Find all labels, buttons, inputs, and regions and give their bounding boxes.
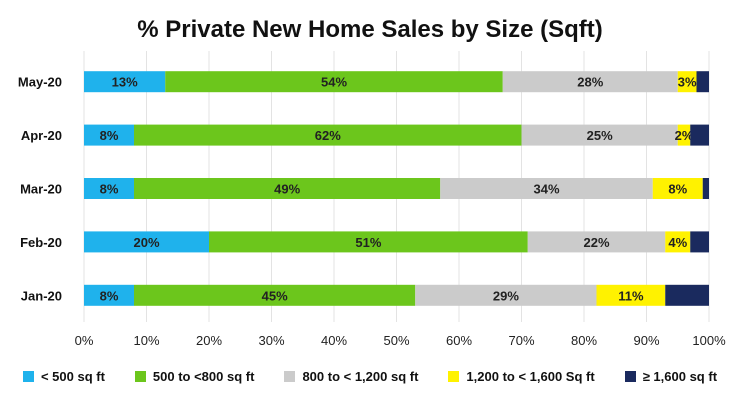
bar-segment — [134, 178, 441, 199]
bar-segment — [696, 71, 709, 93]
bar-segment — [677, 71, 697, 93]
data-label: 54% — [321, 75, 347, 90]
legend-swatch — [134, 371, 146, 382]
x-tick-label: 50% — [383, 333, 409, 348]
y-tick-label: Jan-20 — [21, 288, 62, 303]
data-label: 8% — [100, 288, 119, 303]
data-label: 51% — [355, 235, 381, 250]
data-label: 49% — [274, 182, 300, 197]
bar-segment — [527, 231, 666, 253]
data-label: 3% — [678, 75, 697, 90]
legend-label: 1,200 to < 1,600 Sq ft — [466, 369, 595, 384]
y-tick-label: Feb-20 — [20, 235, 62, 250]
data-label: 11% — [618, 288, 644, 303]
bar-segment — [415, 284, 597, 306]
bar-segment — [665, 231, 691, 253]
bar-segment — [134, 124, 522, 146]
bar-segment — [652, 178, 703, 199]
legend-swatch — [22, 371, 34, 382]
bar-segment — [440, 178, 653, 199]
legend-item: 1,200 to < 1,600 Sq ft — [448, 369, 595, 384]
data-label: 2% — [675, 128, 694, 143]
x-tick-label: 40% — [321, 333, 347, 348]
bar-segment — [84, 124, 134, 146]
bar-segment — [702, 178, 709, 199]
legend-item: < 500 sq ft — [22, 369, 105, 384]
bar-segment — [84, 178, 134, 199]
x-tick-label: 100% — [692, 333, 726, 348]
y-tick-label: May-20 — [18, 75, 62, 90]
data-label: 4% — [668, 235, 687, 250]
x-tick-label: 30% — [258, 333, 284, 348]
data-label: 20% — [133, 235, 159, 250]
legend-swatch — [624, 371, 636, 382]
x-tick-label: 10% — [133, 333, 159, 348]
y-tick-label: Mar-20 — [20, 182, 62, 197]
data-label: 13% — [112, 75, 138, 90]
legend-item: ≥ 1,600 sq ft — [624, 369, 718, 384]
x-tick-label: 80% — [571, 333, 597, 348]
legend-swatch — [284, 371, 296, 382]
data-label: 8% — [100, 128, 119, 143]
bar-segment — [84, 231, 209, 253]
bar-segment — [677, 124, 691, 146]
y-tick-label: Apr-20 — [21, 128, 62, 143]
x-tick-label: 70% — [508, 333, 534, 348]
bar-segment — [165, 71, 503, 93]
data-label: 34% — [533, 182, 559, 197]
bar-segment — [84, 71, 166, 93]
data-label: 22% — [583, 235, 609, 250]
legend-label: 500 to <800 sq ft — [152, 369, 255, 384]
bar-segment — [596, 284, 666, 306]
data-label: 62% — [315, 128, 341, 143]
plot-area: 0% 10% 20% 30% 40% 50% 60% 70% 80% 90% 100% May-20 1… — [18, 51, 726, 348]
bar-segment — [690, 231, 709, 253]
chart-title: % Private New Home Sales by Size (Sqft) — [137, 16, 603, 43]
bar-segment — [502, 71, 678, 93]
legend-label: 800 to < 1,200 sq ft — [302, 369, 419, 384]
legend-item: 800 to < 1,200 sq ft — [284, 369, 418, 384]
legend-label: < 500 sq ft — [40, 369, 105, 384]
data-label: 25% — [587, 128, 613, 143]
bar-segment — [665, 284, 709, 306]
legend-swatch — [448, 371, 460, 382]
x-tick-label: 90% — [633, 333, 659, 348]
bar-segment — [521, 124, 678, 146]
x-tick-label: 60% — [446, 333, 472, 348]
data-label: 28% — [577, 75, 603, 90]
data-label: 29% — [493, 288, 519, 303]
data-label: 8% — [100, 182, 119, 197]
bar-segment — [209, 231, 528, 253]
data-label: 8% — [668, 182, 687, 197]
data-label: 45% — [262, 288, 288, 303]
legend: < 500 sq ft 500 to <800 sq ft 800 to < 1,2… — [0, 369, 740, 384]
bar-segment — [134, 284, 416, 306]
bar-segment — [84, 284, 134, 306]
x-tick-label: 0% — [75, 333, 94, 348]
legend-label: ≥ 1,600 sq ft — [642, 369, 718, 384]
x-tick-label: 20% — [196, 333, 222, 348]
legend-item: 500 to <800 sq ft — [134, 369, 255, 384]
bar-segment — [690, 124, 709, 146]
